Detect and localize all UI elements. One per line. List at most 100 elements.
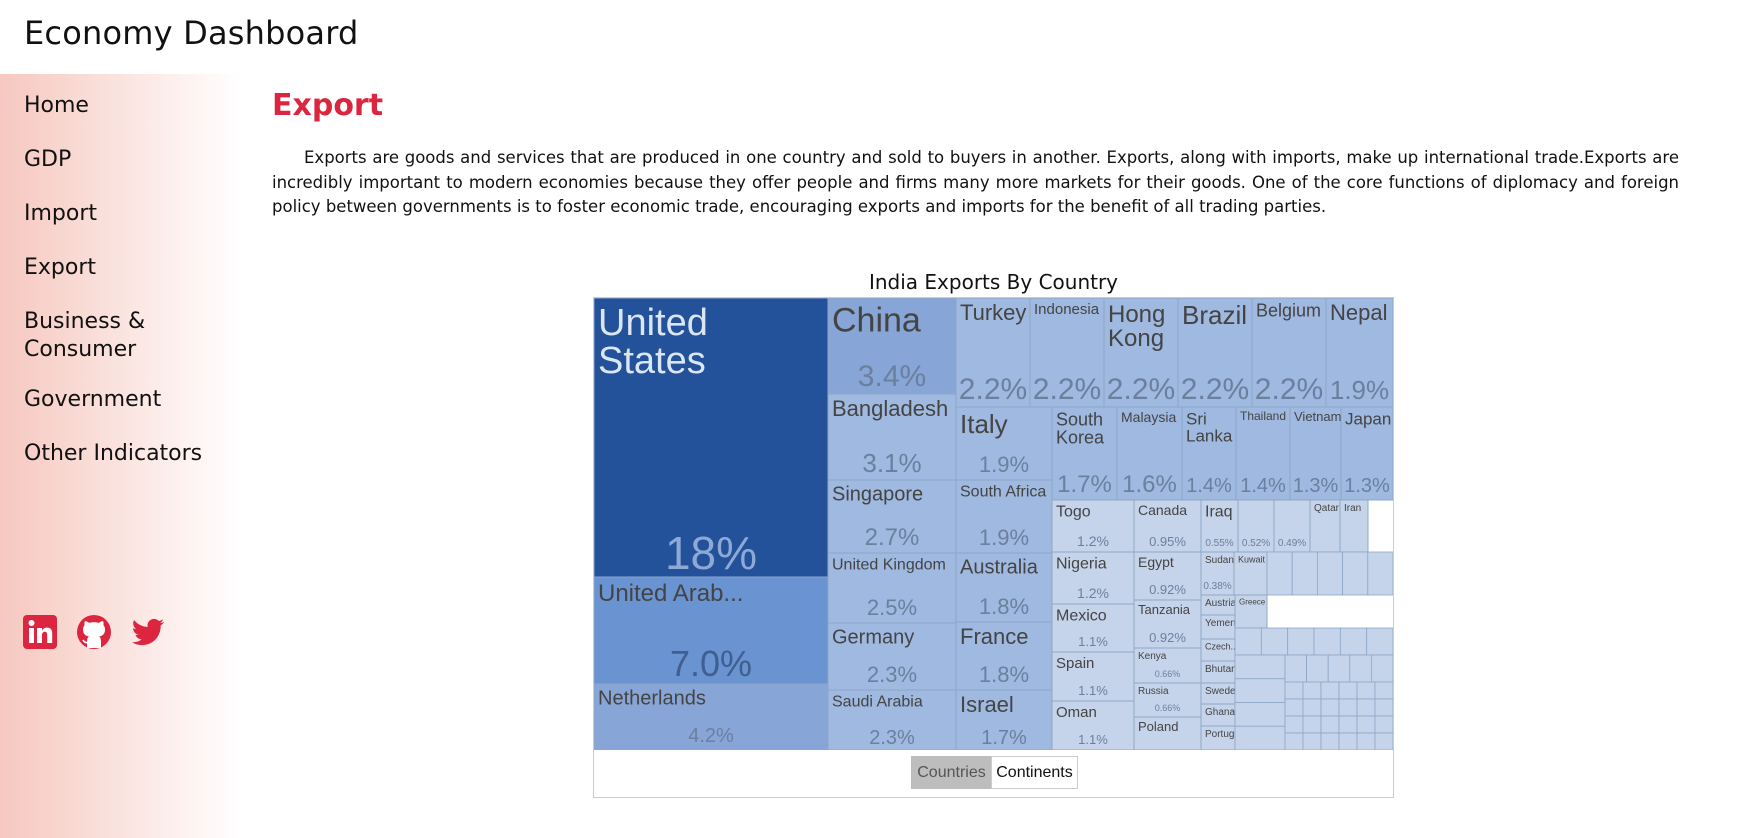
treemap-minor-tiles (1234, 551, 1393, 750)
treemap-minor-tile[interactable] (1234, 627, 1262, 656)
twitter-icon[interactable] (130, 614, 166, 650)
treemap-minor-tile[interactable] (1313, 627, 1341, 656)
treemap-minor-tile[interactable] (1234, 654, 1286, 680)
app-title: Economy Dashboard (24, 14, 359, 52)
treemap-tile[interactable] (955, 621, 1053, 691)
treemap-tile[interactable] (1051, 700, 1135, 750)
countries-toggle-button[interactable]: Countries (911, 756, 992, 789)
treemap-minor-tile[interactable] (1234, 678, 1286, 703)
treemap-label: Greece (1239, 597, 1266, 606)
treemap-tile[interactable] (955, 689, 1053, 750)
continents-toggle-button[interactable]: Continents (991, 756, 1078, 789)
treemap-tile[interactable] (1051, 406, 1118, 501)
treemap-minor-tile[interactable] (1374, 732, 1393, 750)
treemap-tile[interactable] (1200, 725, 1236, 750)
sidebar-item-home[interactable]: Home (24, 93, 89, 118)
treemap-tile[interactable] (955, 479, 1053, 554)
treemap-tile[interactable] (955, 406, 1053, 481)
treemap-tile[interactable] (1200, 614, 1236, 640)
treemap-minor-tile[interactable] (1320, 698, 1340, 717)
treemap-minor-tile[interactable] (1302, 681, 1322, 700)
treemap-value-label: 2.3% (869, 727, 915, 749)
treemap-tile[interactable] (1051, 551, 1135, 605)
treemap-tile[interactable] (1181, 406, 1237, 501)
treemap-minor-tile[interactable] (1366, 627, 1393, 656)
treemap-label: Kong (1108, 325, 1164, 352)
treemap-minor-tile[interactable] (1302, 732, 1322, 750)
treemap-minor-tile[interactable] (1338, 698, 1358, 717)
treemap-value-label: 1.7% (1057, 471, 1112, 498)
treemap-value-label: 1.8% (979, 594, 1029, 619)
treemap-minor-tile[interactable] (1302, 698, 1322, 717)
treemap-minor-tile[interactable] (1338, 681, 1358, 700)
treemap-value-label: 1.2% (1077, 533, 1109, 549)
github-icon[interactable] (76, 614, 112, 650)
treemap-tile[interactable] (1133, 647, 1202, 684)
treemap-tile[interactable] (1133, 682, 1202, 718)
treemap-tile[interactable] (827, 479, 957, 554)
treemap-tile[interactable] (1340, 406, 1393, 501)
treemap-minor-tile[interactable] (1356, 732, 1376, 750)
treemap-minor-tile[interactable] (1287, 627, 1315, 656)
treemap-minor-tile[interactable] (1320, 732, 1340, 750)
treemap-minor-tile[interactable] (1356, 715, 1376, 734)
treemap-minor-tile[interactable] (1266, 551, 1293, 596)
sidebar-item-government[interactable]: Government (24, 387, 162, 412)
treemap-minor-tile[interactable] (1284, 698, 1304, 717)
treemap-minor-tile[interactable] (1327, 654, 1351, 683)
treemap-value-label: 3.4% (858, 360, 926, 393)
treemap-tile[interactable] (1234, 594, 1268, 629)
treemap-minor-tile[interactable] (1284, 681, 1304, 700)
treemap-minor-tile[interactable] (1302, 715, 1322, 734)
treemap-tile[interactable] (1133, 499, 1202, 553)
treemap-minor-tile[interactable] (1317, 551, 1344, 596)
treemap-minor-tile[interactable] (1306, 654, 1329, 683)
treemap-minor-tile[interactable] (1371, 654, 1393, 683)
sidebar-item-import[interactable]: Import (24, 201, 98, 226)
treemap-tile[interactable] (1251, 298, 1327, 408)
treemap-tile[interactable] (1133, 599, 1202, 649)
treemap-minor-tile[interactable] (1320, 681, 1340, 700)
treemap-minor-tile[interactable] (1356, 698, 1376, 717)
treemap-minor-tile[interactable] (1234, 702, 1286, 727)
treemap-minor-tile[interactable] (1284, 715, 1304, 734)
treemap-tile[interactable] (1177, 298, 1253, 408)
treemap-tile[interactable] (1029, 298, 1105, 408)
treemap-minor-tile[interactable] (1284, 654, 1308, 683)
treemap-value-label: 0.92% (1149, 582, 1186, 597)
treemap-minor-tile[interactable] (1338, 715, 1358, 734)
treemap-minor-tile[interactable] (1260, 627, 1289, 656)
treemap-tile[interactable] (827, 689, 957, 750)
treemap-tile[interactable] (1309, 499, 1341, 553)
treemap-minor-tile[interactable] (1374, 698, 1393, 717)
treemap-label: Indonesia (1034, 301, 1100, 318)
treemap-minor-tile[interactable] (1374, 715, 1393, 734)
treemap-value-label: 2.2% (959, 373, 1027, 406)
treemap-minor-tile[interactable] (1284, 732, 1304, 750)
sidebar-item-business-consumer[interactable]: Business & Consumer (24, 309, 146, 362)
treemap-minor-tile[interactable] (1338, 732, 1358, 750)
sidebar-item-export[interactable]: Export (24, 255, 97, 280)
treemap-tile[interactable] (1051, 499, 1135, 553)
treemap-minor-tile[interactable] (1320, 715, 1340, 734)
treemap-minor-tile[interactable] (1356, 681, 1376, 700)
treemap-minor-tile[interactable] (1367, 551, 1393, 596)
treemap-minor-tile[interactable] (1349, 654, 1372, 683)
treemap-tile[interactable] (827, 622, 957, 691)
treemap-tile[interactable] (827, 393, 957, 481)
treemap-minor-tile[interactable] (1342, 551, 1369, 596)
treemap-tile[interactable] (594, 576, 829, 685)
linkedin-icon[interactable] (22, 614, 58, 650)
social-links (22, 614, 166, 650)
treemap-minor-tile[interactable] (1234, 725, 1286, 750)
sidebar-item-gdp[interactable]: GDP (24, 147, 72, 172)
treemap-minor-tile[interactable] (1339, 627, 1368, 656)
treemap-tile[interactable] (1103, 298, 1179, 408)
treemap-minor-tile[interactable] (1291, 551, 1318, 596)
treemap-minor-tile[interactable] (1374, 681, 1393, 700)
treemap-tile[interactable] (1289, 406, 1342, 501)
treemap-tile[interactable] (1339, 499, 1369, 553)
treemap-tile[interactable] (1133, 551, 1202, 601)
sidebar-item-other-indicators[interactable]: Other Indicators (24, 441, 203, 466)
